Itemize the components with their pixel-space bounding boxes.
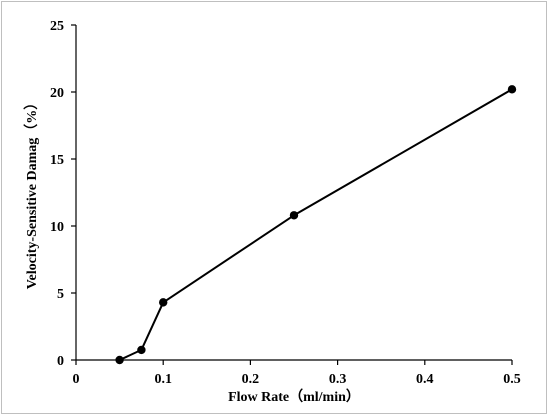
data-point — [137, 345, 146, 355]
data-point — [115, 355, 124, 365]
y-tick-label: 5 — [57, 287, 64, 302]
data-point — [289, 211, 299, 220]
axes — [75, 25, 512, 361]
y-tick-label: 10 — [50, 220, 64, 235]
series-line — [119, 88, 513, 361]
x-tick-label: 0.4 — [416, 372, 434, 387]
x-tick-label: 0.2 — [242, 372, 260, 387]
y-ticks: 0 5 10 15 20 25 — [50, 19, 76, 369]
x-tick-label: 0.1 — [154, 372, 172, 387]
data-point — [507, 85, 517, 94]
y-tick-label: 0 — [57, 354, 64, 369]
y-tick-label: 20 — [50, 86, 64, 101]
series-layer — [115, 85, 517, 365]
y-axis-title: Velocity-Sensitive Damag（%） — [24, 96, 40, 290]
x-tick-label: 0.5 — [503, 372, 521, 387]
y-tick-label: 25 — [50, 19, 64, 34]
x-tick-label: 0 — [73, 372, 80, 387]
x-axis-title: Flow Rate（ml/min） — [228, 389, 360, 405]
x-tick-label: 0.3 — [329, 372, 347, 387]
y-tick-label: 15 — [50, 153, 64, 168]
data-point — [159, 298, 168, 307]
x-ticks: 0 0.1 0.2 0.3 0.4 0.5 — [73, 360, 521, 387]
